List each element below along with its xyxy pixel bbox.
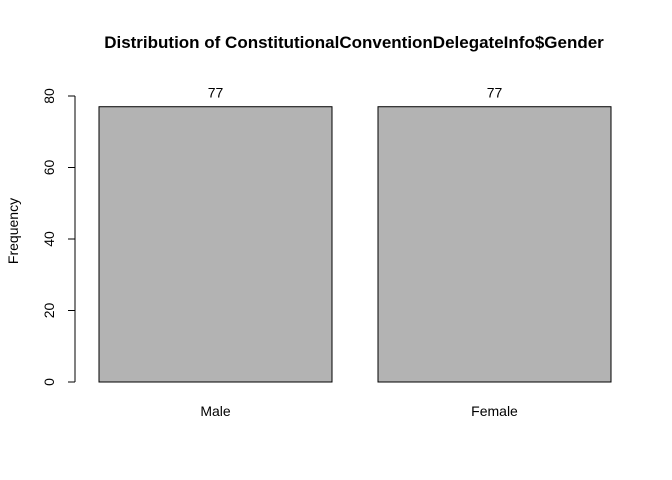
y-tick-label: 20 <box>41 303 57 319</box>
chart-title: Distribution of ConstitutionalConvention… <box>104 33 604 52</box>
bar-male <box>98 106 333 383</box>
category-label-male: Male <box>200 403 231 419</box>
y-tick-label: 40 <box>41 231 57 247</box>
value-label-male: 77 <box>208 85 224 101</box>
category-label-female: Female <box>471 403 518 419</box>
y-tick-label: 80 <box>41 88 57 104</box>
bar-female <box>377 106 612 383</box>
value-label-female: 77 <box>487 85 503 101</box>
y-tick-label: 0 <box>41 378 57 386</box>
y-axis-label: Frequency <box>5 198 21 264</box>
y-tick-label: 60 <box>41 160 57 176</box>
bars-group: 77 Male 77 Female <box>98 85 612 419</box>
y-axis: 0 20 40 60 80 <box>41 88 76 386</box>
